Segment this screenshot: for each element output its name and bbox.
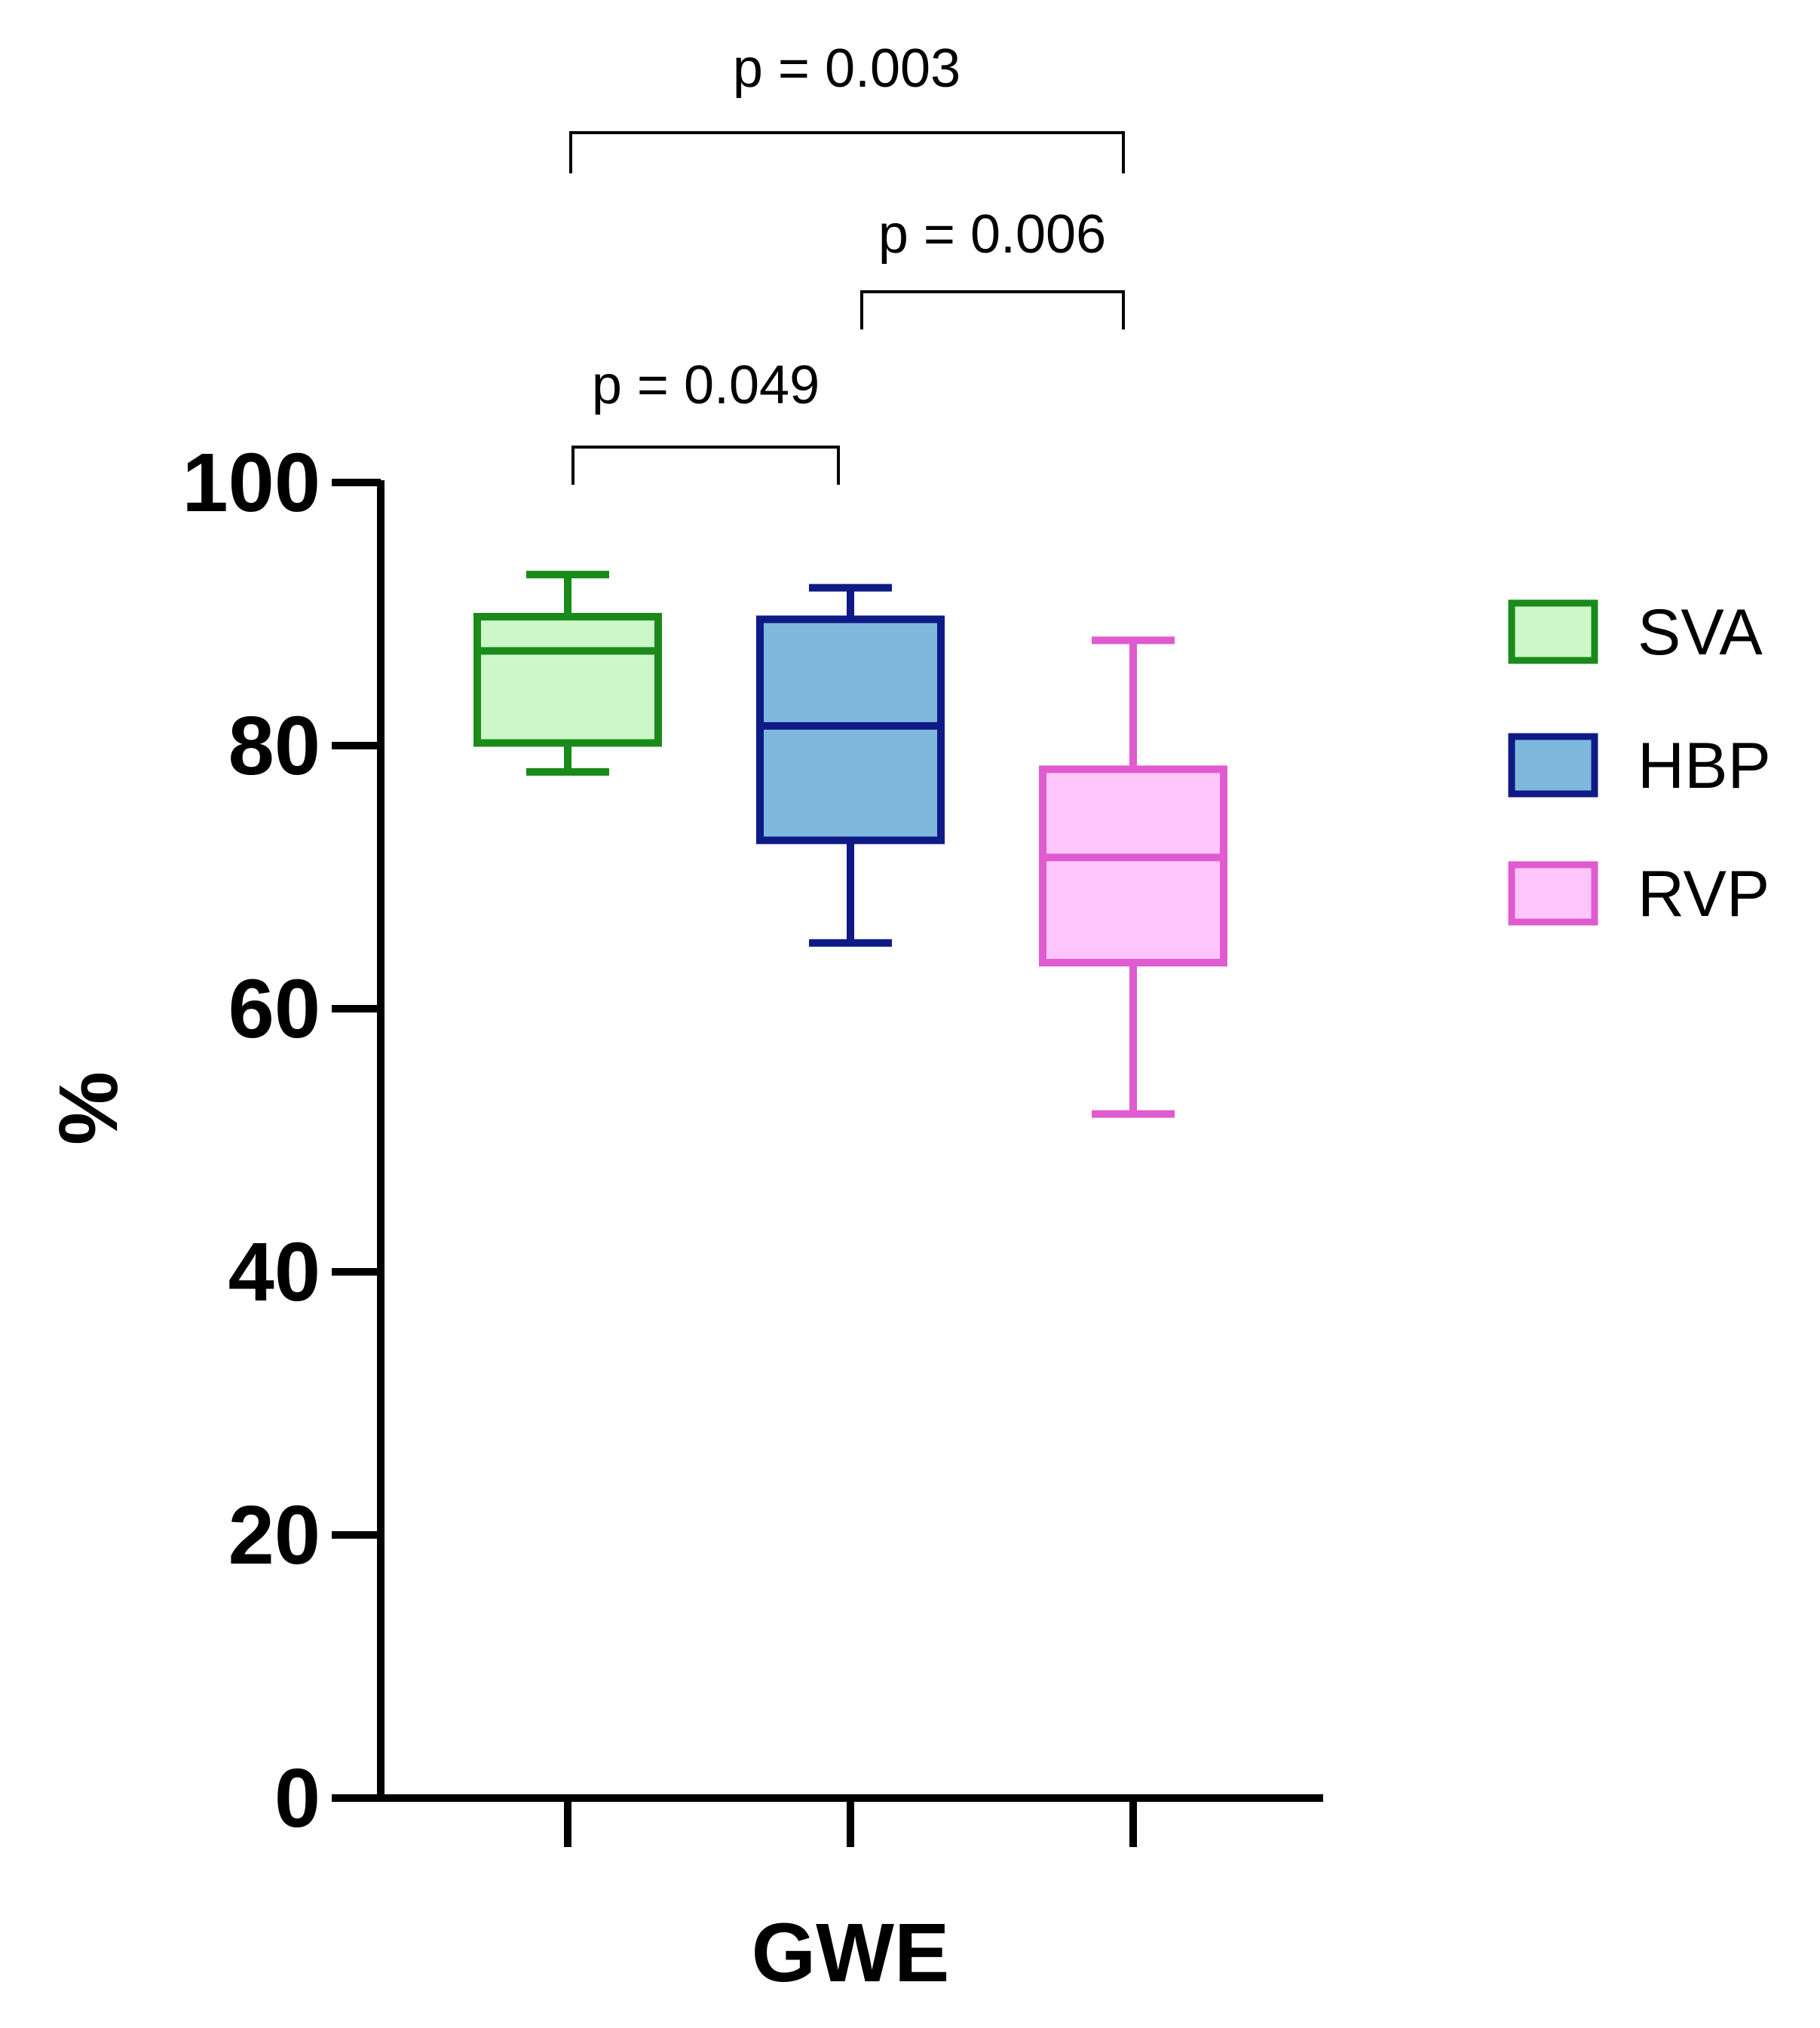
y-axis-title: %: [42, 1071, 135, 1145]
iqr-box: [1039, 765, 1227, 967]
y-tick-label: 20: [228, 1489, 320, 1582]
boxes: [473, 571, 1227, 1118]
legend-item-rvp: RVP: [1508, 858, 1769, 930]
legend-label: RVP: [1638, 858, 1769, 930]
box-sva: [473, 571, 662, 776]
legend-item-sva: SVA: [1508, 596, 1763, 669]
y-tick-label: 100: [182, 437, 320, 529]
legend-label: HBP: [1638, 730, 1771, 802]
y-tick-label: 40: [228, 1226, 320, 1319]
axes: 0 20 40 60 80 100: [182, 437, 1323, 1847]
p-value-label: p = 0.049: [592, 355, 820, 415]
legend-swatch: [1508, 861, 1598, 926]
legend-swatch: [1508, 733, 1598, 798]
box-rvp: [1039, 636, 1227, 1118]
bracket-line: [571, 446, 840, 485]
y-tick-label: 80: [228, 700, 320, 792]
iqr-box: [473, 612, 662, 747]
p-value-label: p = 0.003: [733, 38, 961, 99]
p-value-label: p = 0.006: [878, 204, 1106, 265]
bracket-hbp-rvp: p = 0.006: [860, 204, 1125, 329]
legend-item-hbp: HBP: [1508, 730, 1771, 802]
legend-label: SVA: [1638, 596, 1763, 669]
bracket-sva-rvp: p = 0.003: [569, 38, 1125, 173]
legend-swatch: [1508, 599, 1598, 664]
y-tick-label: 60: [228, 963, 320, 1055]
box-hbp: [756, 584, 945, 947]
iqr-box: [756, 615, 945, 844]
significance-brackets: p = 0.049 p = 0.006 p = 0.003: [569, 38, 1125, 485]
bracket-line: [569, 131, 1125, 173]
bracket-sva-hbp: p = 0.049: [571, 355, 840, 485]
legend: SVA HBP RVP: [1508, 596, 1771, 930]
bracket-line: [860, 290, 1125, 329]
y-tick-label: 0: [274, 1752, 320, 1845]
x-axis-title: GWE: [752, 1907, 950, 1999]
